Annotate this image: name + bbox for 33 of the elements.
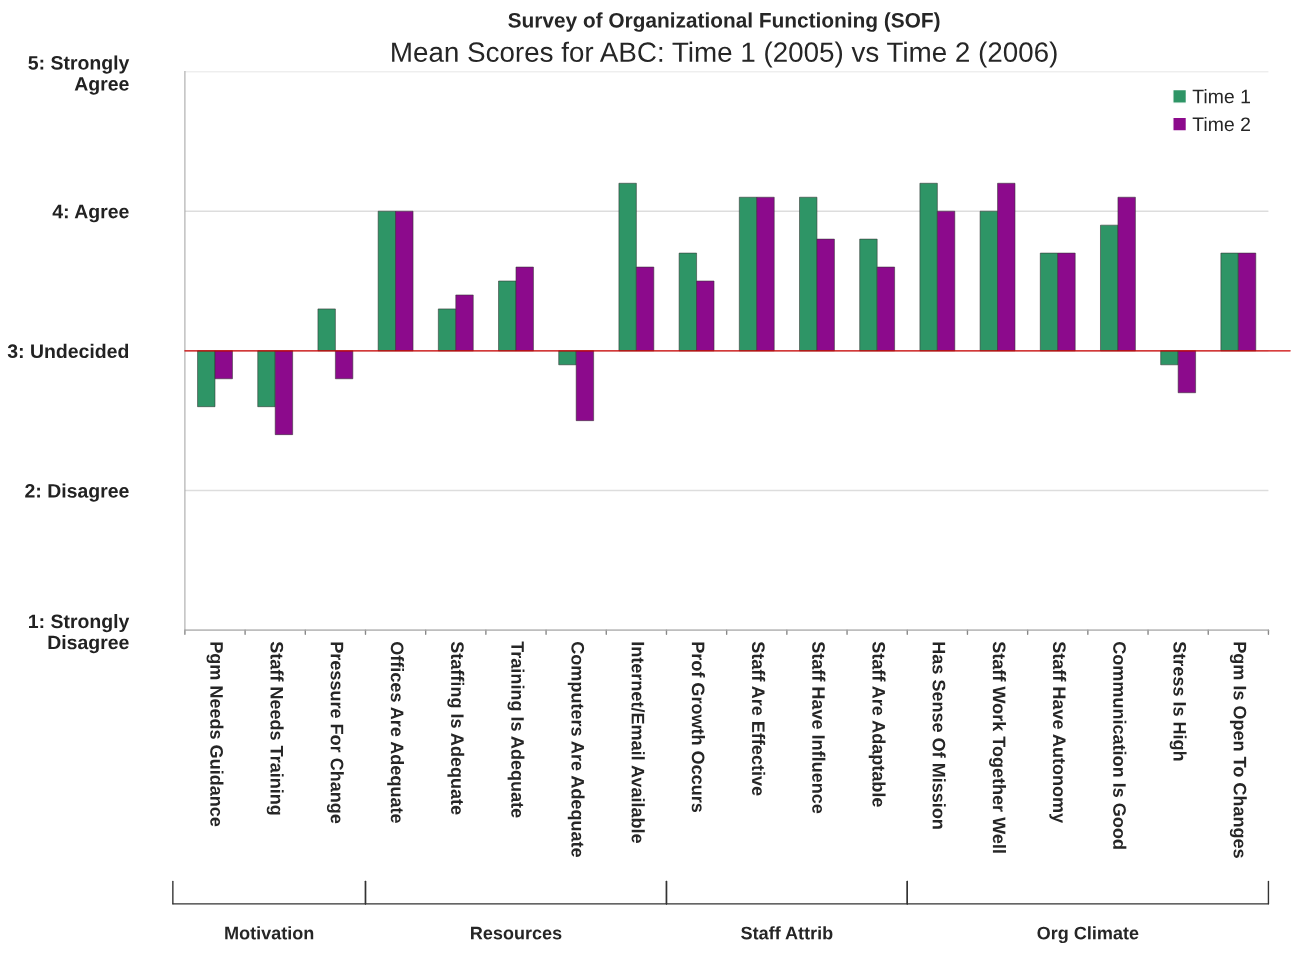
x-tick-label: Staff Have Autonomy (1049, 641, 1067, 824)
text: Motivation (225, 926, 314, 940)
x-tick-label: Staff Are Adaptable (868, 641, 886, 807)
chart-title: Survey of Organizational Functioning (SOF) (508, 12, 940, 32)
y-tick-label: 5: Strongly Agree (28, 55, 130, 95)
legend-label: Time 1 (1192, 89, 1250, 104)
x-tick-label: Staff Needs Training (266, 641, 284, 815)
text: Resources (471, 926, 562, 940)
x-tick-label: Staff Work Together Well (989, 641, 1006, 853)
x-tick-label: Staff Are Effective (751, 641, 766, 796)
text: Org Climate (1037, 926, 1139, 944)
x-tick-label: Training Is Adequate (507, 641, 525, 818)
x-tick-label: Pgm Needs Guidance (206, 642, 224, 827)
x-tick-label: Pgm Is Open To Changes (1229, 642, 1247, 858)
y-tick-label: 1: Strongly Disagree (29, 613, 130, 654)
bar (335, 350, 354, 380)
x-tick-label: Pressure For Change (326, 642, 344, 824)
x-tick-label: Offices Are Adequate (387, 641, 404, 823)
chart-subtitle: Mean Scores for ABC: Time 1 (2005) vs Time 2 (2006) (392, 41, 1057, 68)
text: Staff Attrib (741, 926, 833, 940)
x-tick-label: Communication Is Good (1113, 641, 1127, 849)
x-tick-label: Staff Have Influence (812, 641, 826, 814)
legend-label: Time 2 (1192, 116, 1250, 132)
x-tick-label: Prof Growth Occurs (691, 642, 705, 813)
x-tick-label: Computers Are Adequate (567, 641, 585, 857)
y-tick-label: 3: Undecided (7, 343, 129, 359)
y-tick-label: 4: Agree (52, 204, 129, 223)
x-tick-label: Internet/Email Available (631, 642, 645, 843)
bar (317, 308, 336, 352)
x-tick-label: Has Sense Of Mission (932, 642, 946, 829)
y-tick-label: 2: Disagree (25, 483, 129, 502)
x-tick-label: Staffing Is Adequate (447, 641, 465, 815)
x-tick-label: Stress Is High (1169, 641, 1187, 761)
